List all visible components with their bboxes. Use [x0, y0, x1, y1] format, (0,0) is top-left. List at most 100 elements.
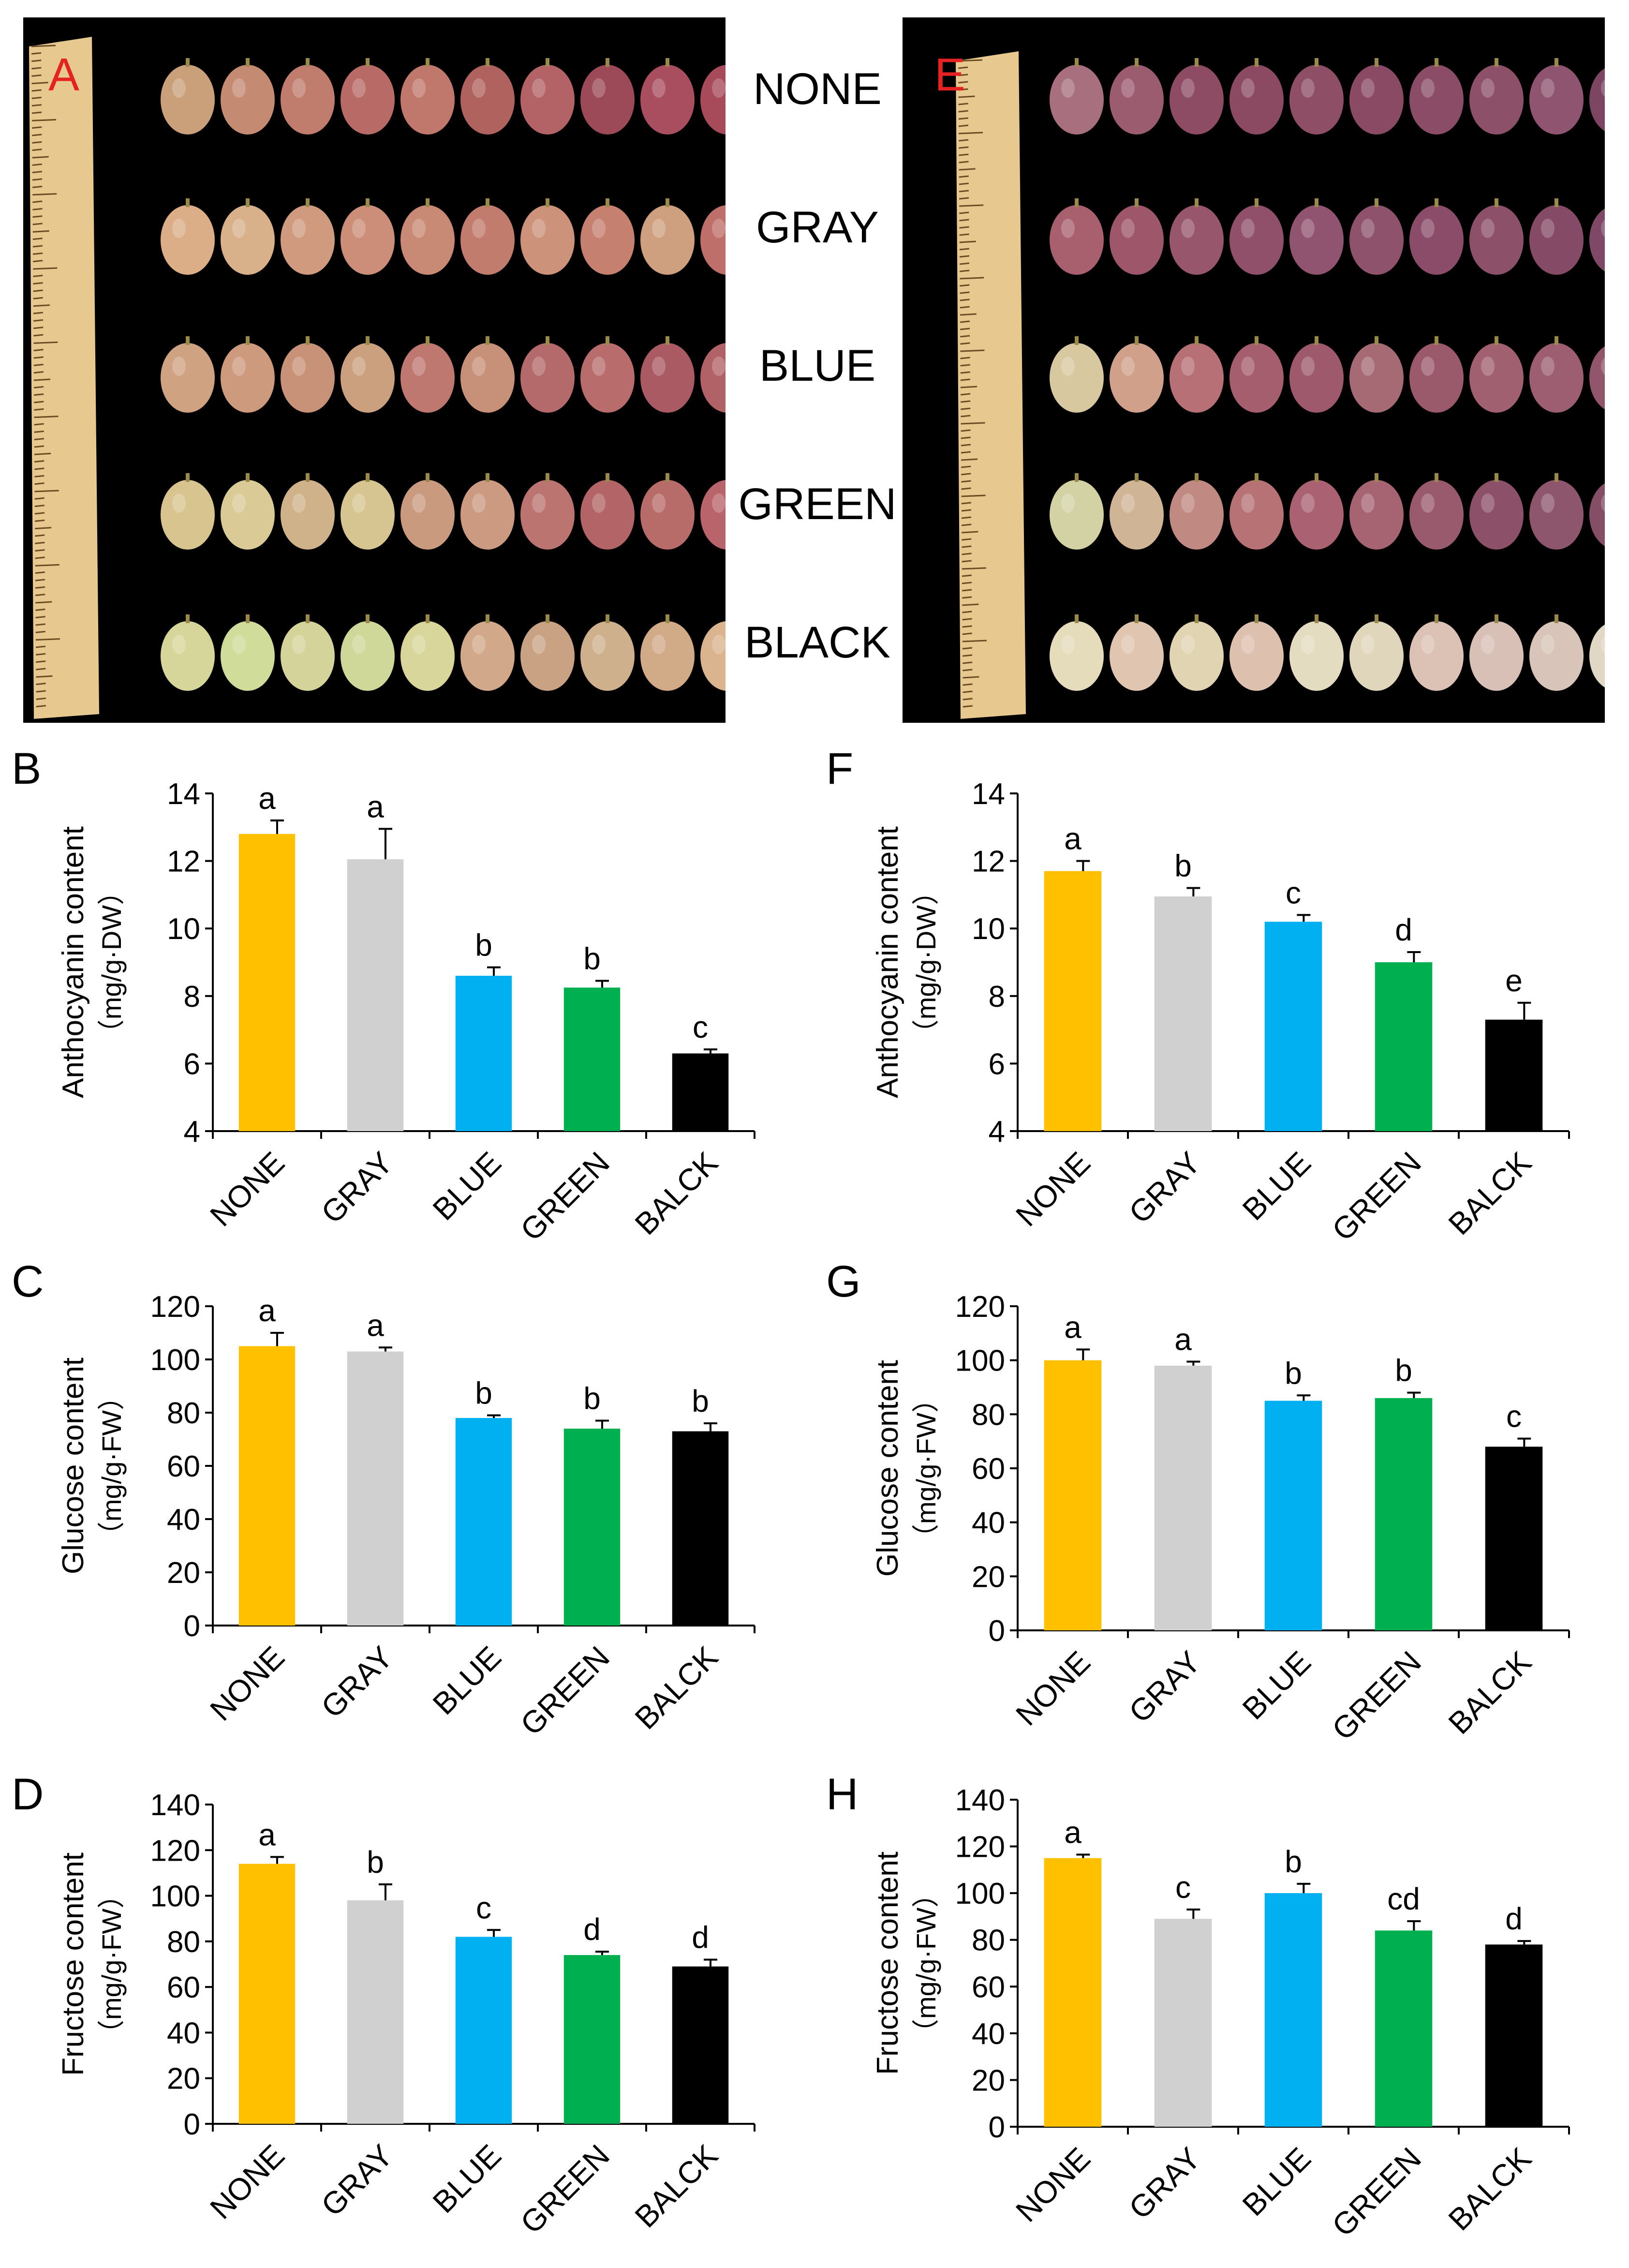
- significance-letter: b: [475, 927, 492, 962]
- ruler-tick: [35, 541, 45, 544]
- ruler-tick: [958, 59, 983, 62]
- x-category-label: BALCK: [628, 2138, 725, 2234]
- grape-berry: [161, 473, 215, 550]
- x-category-label: BALCK: [628, 1640, 725, 1736]
- grape-body: [520, 65, 575, 134]
- x-category-label: GRAY: [314, 1145, 400, 1230]
- grape-berry: [1409, 614, 1464, 691]
- grape-stem: [426, 614, 429, 623]
- grape-berry: [1289, 58, 1344, 134]
- bar-none: [1044, 1858, 1102, 2127]
- treatment-label-blue: BLUE: [759, 341, 876, 390]
- ruler-tick: [33, 386, 44, 388]
- grape-highlight: [1601, 357, 1605, 375]
- bar-blue: [1264, 1893, 1322, 2127]
- grape-berry: [161, 198, 215, 275]
- ruler-tick: [33, 363, 44, 366]
- ruler-tick: [35, 608, 45, 611]
- grape-berry: [1469, 58, 1524, 134]
- y-tick-label: 120: [955, 1831, 1005, 1864]
- ruler-tick: [963, 683, 973, 686]
- ruler-tick: [36, 697, 46, 700]
- grape-body: [1229, 65, 1284, 134]
- y-axis-unit: （mg/g·DW）: [911, 878, 941, 1046]
- ruler-tick: [962, 574, 972, 577]
- ruler-tick: [961, 429, 971, 432]
- ruler-tick: [958, 66, 968, 69]
- bar-blue: [455, 1418, 512, 1626]
- bar-blue: [1264, 922, 1322, 1131]
- grape-berry: [1469, 473, 1524, 550]
- grape-highlight: [1301, 78, 1315, 98]
- grape-body: [281, 480, 335, 550]
- panel-letter: F: [826, 744, 853, 793]
- significance-letter: c: [476, 1890, 491, 1925]
- ruler-tick: [961, 436, 971, 439]
- ruler-tick: [959, 262, 970, 265]
- x-category-label: GREEN: [1325, 2141, 1428, 2243]
- grape-berry: [281, 58, 335, 134]
- x-category-label: GRAY: [314, 1640, 400, 1725]
- ruler-tick: [958, 88, 968, 91]
- ruler-tick: [960, 335, 970, 338]
- y-tick-label: 8: [989, 980, 1005, 1014]
- x-category-label: NONE: [203, 1640, 291, 1728]
- grape-stem: [366, 473, 370, 482]
- grape-highlight: [1541, 635, 1555, 654]
- y-axis-label: Glucose content: [871, 1360, 904, 1577]
- grape-body: [520, 480, 575, 550]
- ruler-tick: [963, 676, 979, 679]
- grape-stem: [1135, 473, 1139, 482]
- ruler-tick: [31, 82, 48, 85]
- ruler-tick: [959, 182, 969, 185]
- grape-highlight: [1361, 635, 1375, 654]
- grape-berry: [1349, 473, 1404, 550]
- significance-letter: a: [367, 1308, 384, 1343]
- grape-body: [1589, 68, 1605, 132]
- ruler-tick: [963, 705, 973, 708]
- ruler-tick: [961, 400, 971, 403]
- grape-highlight: [532, 219, 546, 238]
- grape-body: [1409, 343, 1464, 413]
- grape-highlight: [1241, 493, 1255, 513]
- grape-berry: [1229, 58, 1284, 134]
- grape-berry: [400, 58, 455, 134]
- grape-berry: [400, 473, 455, 550]
- grape-body: [1349, 621, 1404, 691]
- grape-berry: [281, 198, 335, 275]
- grape-berry: [1110, 58, 1164, 134]
- grape-stem: [1255, 473, 1259, 482]
- grape-berry: [1529, 198, 1584, 275]
- x-category-label: BALCK: [1442, 1644, 1538, 1741]
- grape-berry: [1170, 473, 1224, 550]
- ruler-tick: [960, 364, 970, 367]
- grape-highlight: [1121, 78, 1135, 98]
- grape-body: [1589, 346, 1605, 410]
- grape-highlight: [1301, 635, 1315, 654]
- ruler-tick: [36, 668, 46, 671]
- grape-berry: [1110, 473, 1164, 550]
- y-tick-label: 80: [972, 1924, 1005, 1957]
- chart-panel-b: B 4 6 8 10 12 14 Anthocyanin content （mg/g·DW） a N…: [12, 744, 755, 1238]
- grape-body: [1229, 343, 1284, 413]
- ruler-tick: [961, 487, 971, 490]
- grape-body: [161, 65, 215, 134]
- ruler-tick: [961, 407, 971, 410]
- grape-stem: [666, 473, 669, 482]
- grape-berry: [640, 198, 695, 275]
- grape-highlight: [352, 78, 366, 98]
- grape-stem: [1075, 58, 1079, 67]
- ruler-tick: [962, 647, 973, 650]
- grape-berry: [1050, 198, 1104, 275]
- y-axis-label: Anthocyanin content: [871, 826, 904, 1098]
- photo-a-grapes: [29, 37, 726, 719]
- ruler-tick: [34, 423, 44, 426]
- grape-berry: [1349, 58, 1404, 134]
- panel-letter-a: A: [48, 49, 80, 101]
- significance-letter: c: [1175, 1870, 1191, 1905]
- grape-berry: [1289, 336, 1344, 413]
- significance-letter: a: [1064, 1815, 1081, 1850]
- grape-stem: [486, 198, 489, 207]
- chart-panel-h: H 0 20 40 60 80 100 120 140 Fructose content （mg/g…: [826, 1770, 1570, 2243]
- grape-body: [700, 480, 726, 550]
